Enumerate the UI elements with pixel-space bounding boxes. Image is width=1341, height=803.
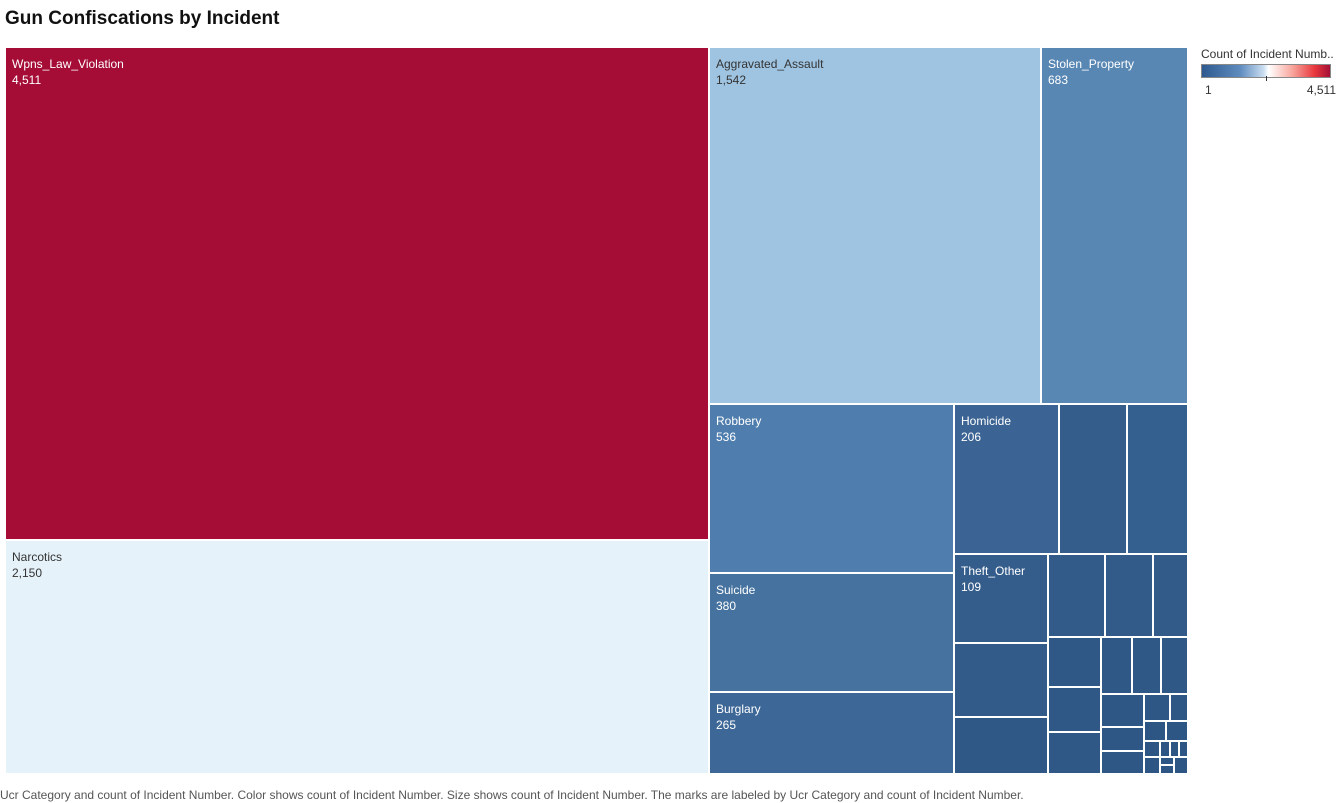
tile-unlabeled[interactable] [1105, 554, 1153, 637]
tile-category: Theft_Other [961, 564, 1026, 578]
treemap: Wpns_Law_Violation 4,511 Narcotics 2,150 Agg… [5, 47, 1188, 774]
tile-label: Stolen_Property 683 [1048, 56, 1134, 88]
legend-title: Count of Incident Numb.. [1201, 47, 1334, 61]
legend-max: 4,511 [1306, 83, 1336, 97]
tile-category: Aggravated_Assault [716, 57, 824, 71]
tile-unlabeled[interactable] [954, 643, 1048, 717]
tile-theft-other[interactable]: Theft_Other 109 [954, 554, 1048, 643]
tile-category: Burglary [716, 702, 761, 716]
tile-unlabeled[interactable] [1101, 637, 1132, 694]
tile-unlabeled[interactable] [1048, 637, 1101, 687]
tile-value: 265 [716, 718, 737, 732]
tile-aggravated-assault[interactable]: Aggravated_Assault 1,542 [709, 47, 1041, 404]
tile-homicide[interactable]: Homicide 206 [954, 404, 1059, 554]
tile-unlabeled[interactable] [1048, 554, 1105, 637]
tile-label: Burglary 265 [716, 701, 761, 733]
legend-tick [1266, 76, 1267, 81]
tile-unlabeled[interactable] [1048, 687, 1101, 732]
tile-unlabeled[interactable] [1127, 404, 1188, 554]
tile-label: Narcotics 2,150 [12, 549, 62, 581]
tile-label: Homicide 206 [961, 413, 1011, 445]
tile-value: 1,542 [716, 73, 747, 87]
tile-label: Suicide 380 [716, 582, 755, 614]
tile-unlabeled[interactable] [1174, 757, 1188, 774]
tile-narcotics[interactable]: Narcotics 2,150 [5, 540, 709, 774]
tile-unlabeled[interactable] [1059, 404, 1127, 554]
tile-unlabeled[interactable] [1160, 741, 1170, 757]
tile-unlabeled[interactable] [1161, 637, 1188, 694]
legend-min: 1 [1205, 83, 1212, 97]
tile-unlabeled[interactable] [1144, 741, 1160, 757]
tile-robbery[interactable]: Robbery 536 [709, 404, 954, 573]
legend-color-ramp [1201, 64, 1331, 81]
tile-unlabeled[interactable] [1101, 727, 1144, 751]
tile-unlabeled[interactable] [1160, 757, 1174, 765]
tile-category: Robbery [716, 414, 762, 428]
tile-unlabeled[interactable] [1179, 741, 1188, 757]
tile-unlabeled[interactable] [1132, 637, 1161, 694]
tile-unlabeled[interactable] [1144, 721, 1166, 741]
color-legend: Count of Incident Numb.. 1 4,511 [1201, 47, 1337, 97]
tile-stolen-property[interactable]: Stolen_Property 683 [1041, 47, 1188, 404]
tile-suicide[interactable]: Suicide 380 [709, 573, 954, 692]
chart-caption: Ucr Category and count of Incident Numbe… [0, 788, 1024, 802]
tile-wpns-law-violation[interactable]: Wpns_Law_Violation 4,511 [5, 47, 709, 540]
tile-category: Stolen_Property [1048, 57, 1135, 71]
tile-unlabeled[interactable] [1170, 694, 1188, 721]
tile-value: 536 [716, 430, 737, 444]
tile-unlabeled[interactable] [1101, 694, 1144, 727]
tile-category: Suicide [716, 583, 756, 597]
tile-unlabeled[interactable] [1144, 757, 1160, 774]
tile-category: Narcotics [12, 550, 63, 564]
tile-value: 683 [1048, 73, 1069, 87]
tile-unlabeled[interactable] [1166, 721, 1188, 741]
tile-label: Robbery 536 [716, 413, 761, 445]
chart-title: Gun Confiscations by Incident [5, 8, 280, 29]
tile-value: 380 [716, 599, 737, 613]
tile-unlabeled[interactable] [1048, 732, 1101, 774]
tile-label: Wpns_Law_Violation 4,511 [12, 56, 124, 88]
tile-value: 4,511 [12, 73, 42, 87]
tile-unlabeled[interactable] [1144, 694, 1170, 721]
tile-value: 2,150 [12, 566, 43, 580]
tile-category: Homicide [961, 414, 1012, 428]
tile-category: Wpns_Law_Violation [12, 57, 124, 71]
tile-unlabeled[interactable] [954, 717, 1048, 774]
tile-unlabeled[interactable] [1170, 741, 1179, 757]
tile-unlabeled[interactable] [1160, 765, 1174, 774]
tile-value: 206 [961, 430, 982, 444]
tile-burglary[interactable]: Burglary 265 [709, 692, 954, 774]
tile-label: Theft_Other 109 [961, 563, 1025, 595]
tile-label: Aggravated_Assault 1,542 [716, 56, 823, 88]
tile-value: 109 [961, 580, 982, 594]
tile-unlabeled[interactable] [1101, 751, 1144, 774]
tile-unlabeled[interactable] [1153, 554, 1188, 637]
